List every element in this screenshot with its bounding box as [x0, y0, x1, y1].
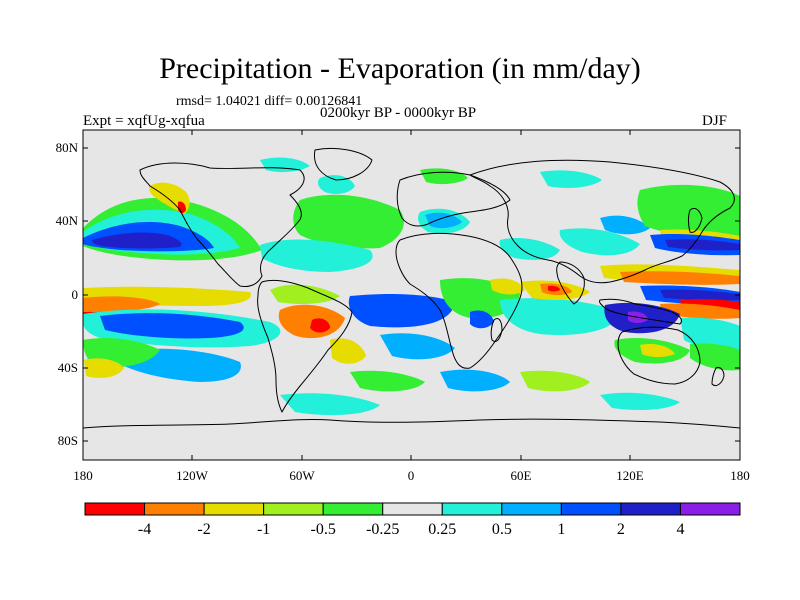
coast-australia: [617, 326, 701, 385]
period-label: 0200kyr BP - 0000kyr BP: [320, 105, 477, 121]
field-southern-green2: [520, 370, 590, 392]
field-southern-green: [350, 370, 425, 392]
field-satlantic-cyan: [380, 333, 455, 360]
stats-label: rmsd= 1.04021 diff= 0.00126841: [176, 94, 363, 109]
field-wpacific-orange2: [660, 303, 740, 319]
colorbar-label: 4: [676, 521, 684, 538]
colorbar-swatch: [501, 502, 562, 516]
lat-tick-label: 80S: [58, 433, 78, 448]
coast-antarctica: [83, 418, 740, 429]
field-atlantic-top-cyan: [317, 175, 355, 194]
field-indian-red: [548, 285, 560, 292]
field-australia-yellow: [640, 344, 675, 357]
field-nwpacific-dark: [665, 239, 740, 251]
colorbar-swatch: [679, 502, 741, 516]
experiment-label: Expt = xqfUg-xqfua: [83, 113, 205, 129]
field-southern-cyan: [280, 393, 380, 416]
field-samerica-yellow: [330, 338, 366, 364]
field-wpacific-dark: [660, 289, 740, 301]
field-africa-blue: [470, 310, 494, 329]
colorbar-label: -0.5: [311, 521, 336, 538]
colorbar-swatch: [84, 502, 146, 516]
colorbar-swatch: [263, 502, 324, 516]
pe-field: [83, 157, 740, 416]
colorbar-label: -4: [138, 521, 151, 538]
lon-tick-label: 120W: [176, 468, 209, 483]
field-southern-cyan2: [600, 392, 680, 410]
colorbar-labels: -4 -2 -1 -0.5 -0.25 0.25 0.5 1 2 4: [138, 521, 685, 538]
field-npacific-dark: [92, 232, 182, 249]
field-spacific-yellow: [84, 358, 124, 378]
colorbar-swatch: [144, 502, 205, 516]
field-samerica-red: [310, 318, 330, 333]
coast-indonesia: [599, 298, 683, 325]
coast-new-zealand: [711, 367, 725, 387]
coast-japan: [688, 207, 703, 233]
field-southern-blue: [440, 369, 510, 392]
lon-tick-label: 60W: [289, 468, 315, 483]
coast-south-america: [257, 279, 353, 413]
colorbar-label: -1: [257, 521, 270, 538]
colorbar-label: 0.5: [492, 521, 512, 538]
colorbar-swatch: [322, 502, 384, 516]
lat-tick-label: 40N: [56, 213, 79, 228]
colorbar-swatch: [203, 502, 265, 516]
field-natlantic-cyan: [260, 239, 373, 272]
colorbar: [84, 502, 741, 516]
coast-india: [556, 261, 585, 305]
field-europe-blue: [425, 212, 462, 229]
colorbar-label: 2: [617, 521, 625, 538]
field-eqatlantic-blue2: [348, 294, 455, 328]
field-asia-blue: [600, 215, 650, 235]
lon-tick-label: 60E: [511, 468, 532, 483]
colorbar-swatch: [441, 502, 503, 516]
field-asia-cyan: [559, 228, 640, 256]
colorbar-swatch: [560, 502, 622, 516]
colorbar-label: -2: [197, 521, 210, 538]
colorbar-label: -0.25: [366, 521, 399, 538]
field-spcz-cyan: [680, 317, 740, 351]
field-nwpacific-green: [637, 184, 740, 239]
field-mideast-cyan: [499, 238, 560, 260]
coast-asia: [469, 159, 735, 284]
map-title: Precipitation - Evaporation (in mm/day): [159, 52, 641, 85]
coast-greenland: [313, 147, 373, 181]
colorbar-swatch: [620, 502, 681, 516]
coastlines: [83, 147, 740, 429]
lat-tick-label: 0: [72, 287, 79, 302]
coast-africa: [395, 232, 523, 369]
colorbar-label: 0.25: [428, 521, 456, 538]
field-natlantic-green: [293, 194, 404, 249]
coast-north-america: [139, 162, 305, 287]
season-label: DJF: [702, 113, 728, 129]
lon-tick-label: 180: [73, 468, 93, 483]
coast-madagascar: [490, 317, 503, 343]
lat-tick-labels: 80N 40N 0 40S 80S: [56, 140, 79, 448]
lat-tick-label: 40S: [58, 360, 78, 375]
lon-tick-labels: 180 120W 60W 0 60E 120E 180: [73, 468, 750, 483]
field-eqpacific-orange: [83, 296, 160, 312]
field-indian-cyan: [500, 298, 620, 336]
field-africa-yellow: [490, 278, 525, 295]
tick-marks: [82, 130, 741, 460]
colorbar-label: 1: [557, 521, 565, 538]
colorbar-swatch: [382, 502, 443, 516]
lon-tick-label: 180: [730, 468, 750, 483]
field-canada-cyan: [260, 157, 310, 173]
field-spcz-green: [690, 343, 740, 371]
lat-tick-label: 80N: [56, 140, 79, 155]
field-siberia-cyan: [540, 170, 602, 188]
field-spacific-blue: [100, 313, 244, 339]
lon-tick-label: 120E: [616, 468, 644, 483]
field-samerica-green: [270, 284, 340, 304]
lon-tick-label: 0: [408, 468, 415, 483]
field-wpacific-orange: [620, 271, 740, 285]
